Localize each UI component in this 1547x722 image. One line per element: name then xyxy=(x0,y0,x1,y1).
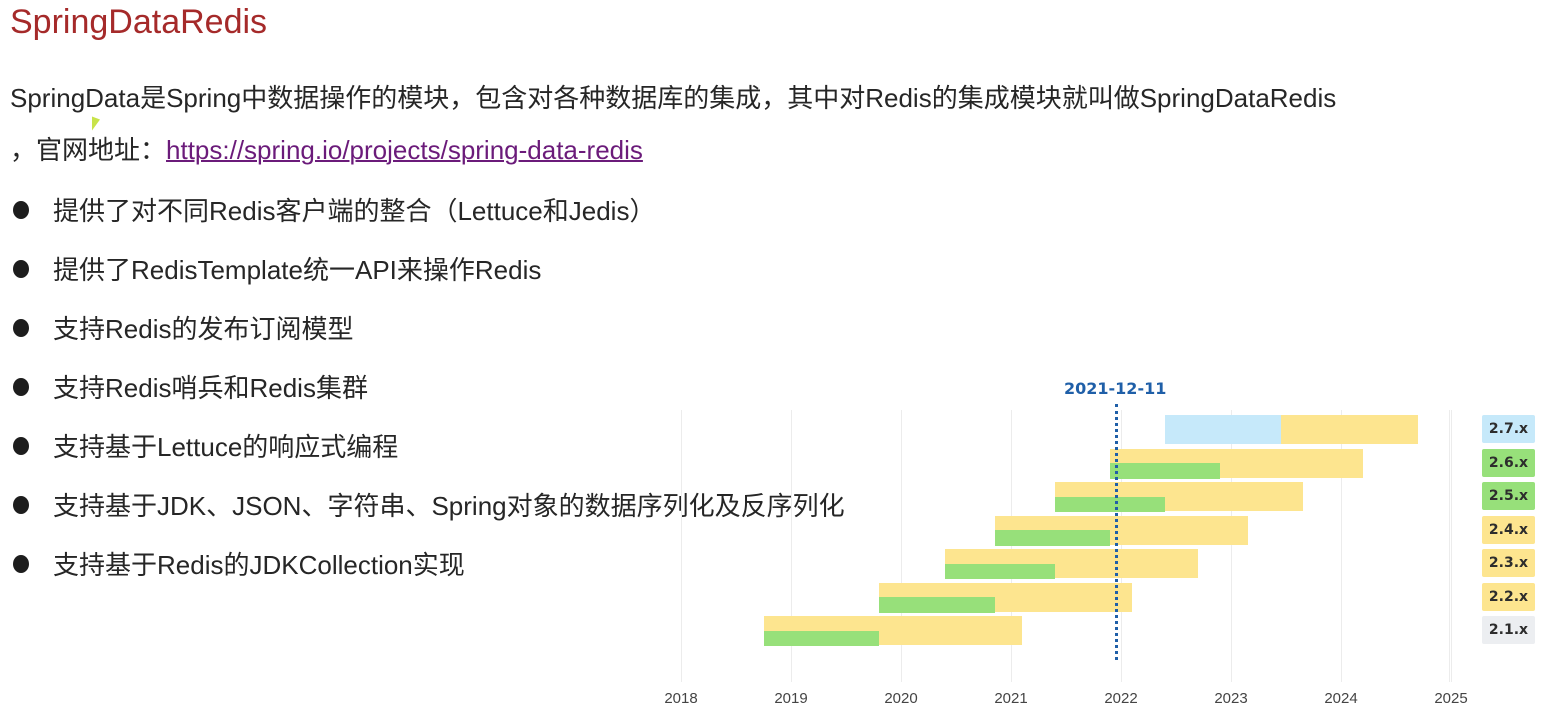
gridline xyxy=(1451,410,1452,682)
x-axis-tick-label: 2021 xyxy=(994,690,1028,707)
bullet-icon xyxy=(13,377,29,396)
page-title: SpringDataRedis xyxy=(10,3,268,41)
feature-item: 支持Redis的发布订阅模型 xyxy=(10,298,845,357)
version-badge: 2.6.x xyxy=(1482,448,1535,477)
feature-text: 支持基于JDK、JSON、字符串、Spring对象的数据序列化及反序列化 xyxy=(53,491,845,521)
feature-text: 支持基于Redis的JDKCollection实现 xyxy=(53,550,465,580)
oss-support-segment xyxy=(879,597,995,613)
timeline-bar-2.2.x xyxy=(879,582,1132,613)
preview-segment xyxy=(1165,415,1281,444)
feature-text: 支持Redis哨兵和Redis集群 xyxy=(53,373,368,403)
oss-support-segment xyxy=(1055,496,1165,512)
feature-item: 支持基于Redis的JDKCollection实现 xyxy=(10,534,845,593)
bullet-icon xyxy=(13,200,29,219)
gridline xyxy=(1341,410,1342,682)
bullet-icon xyxy=(13,495,29,514)
feature-text: 支持基于Lettuce的响应式编程 xyxy=(53,432,399,462)
x-axis-tick-label: 2025 xyxy=(1434,690,1468,707)
bullet-icon xyxy=(13,554,29,573)
version-badge: 2.5.x xyxy=(1482,482,1535,510)
x-axis-tick-label: 2019 xyxy=(774,690,808,707)
feature-item: 支持基于Lettuce的响应式编程 xyxy=(10,416,845,475)
intro-paragraph: SpringData是Spring中数据操作的模块，包含对各种数据库的集成，其中… xyxy=(10,72,1540,176)
timeline-bar-2.4.x xyxy=(994,515,1248,546)
feature-item: 支持基于JDK、JSON、字符串、Spring对象的数据序列化及反序列化 xyxy=(10,475,845,534)
version-badge: 2.7.x xyxy=(1482,415,1535,443)
legend-divider xyxy=(1449,410,1450,682)
x-axis-tick-label: 2020 xyxy=(884,690,918,707)
feature-item: 提供了对不同Redis客户端的整合（Lettuce和Jedis） xyxy=(10,180,845,239)
feature-text: 提供了RedisTemplate统一API来操作Redis xyxy=(53,255,542,285)
version-badge: 2.2.x xyxy=(1482,582,1535,611)
gridline xyxy=(1121,410,1122,682)
x-axis-tick-label: 2018 xyxy=(664,690,698,707)
timeline-bar-2.6.x xyxy=(1110,448,1363,479)
oss-support-segment xyxy=(763,630,879,646)
mouse-cursor-icon xyxy=(92,116,100,134)
today-marker-line xyxy=(1114,404,1118,660)
gridline xyxy=(1011,410,1012,682)
oss-support-segment xyxy=(945,563,1055,579)
version-badge: 2.4.x xyxy=(1482,515,1535,544)
timeline-bar-2.5.x xyxy=(1055,482,1303,512)
gridline xyxy=(901,410,902,682)
x-axis-tick-label: 2023 xyxy=(1214,690,1248,707)
intro-prefix: ，官网地址： xyxy=(10,135,167,165)
intro-text: SpringData是Spring中数据操作的模块，包含对各种数据库的集成，其中… xyxy=(10,83,1337,113)
official-site-link[interactable]: https://spring.io/projects/spring-data-r… xyxy=(166,135,643,165)
feature-text: 提供了对不同Redis客户端的整合（Lettuce和Jedis） xyxy=(53,196,656,226)
timeline-bar-2.7.x xyxy=(1165,415,1418,444)
bullet-icon xyxy=(13,436,29,455)
oss-support-segment xyxy=(994,530,1110,546)
x-axis-tick-label: 2024 xyxy=(1324,690,1358,707)
today-marker-label: 2021-12-11 xyxy=(1064,379,1167,398)
version-badge: 2.1.x xyxy=(1482,616,1535,644)
timeline-bar-2.3.x xyxy=(945,549,1198,579)
bullet-icon xyxy=(13,259,29,278)
feature-item: 支持Redis哨兵和Redis集群 xyxy=(10,357,845,416)
oss-support-segment xyxy=(1110,463,1220,479)
version-badge: 2.3.x xyxy=(1482,549,1535,577)
bullet-icon xyxy=(13,318,29,337)
feature-item: 提供了RedisTemplate统一API来操作Redis xyxy=(10,239,845,298)
gridline xyxy=(1231,410,1232,682)
x-axis-tick-label: 2022 xyxy=(1104,690,1138,707)
feature-text: 支持Redis的发布订阅模型 xyxy=(53,314,354,344)
feature-list: 提供了对不同Redis客户端的整合（Lettuce和Jedis） 提供了Redi… xyxy=(10,180,845,593)
timeline-bar-2.1.x xyxy=(763,616,1022,646)
